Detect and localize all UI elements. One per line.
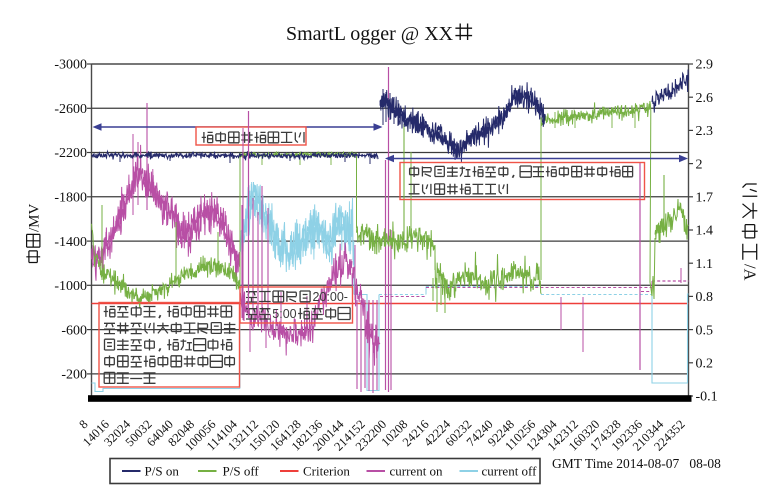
svg-text:current off: current off: [482, 464, 538, 479]
svg-text:2: 2: [696, 157, 703, 172]
svg-text:-600: -600: [61, 323, 87, 338]
svg-text:-1000: -1000: [54, 279, 87, 294]
svg-text:-0.1: -0.1: [696, 390, 718, 405]
svg-text:-200: -200: [61, 368, 87, 383]
svg-text:2.6: 2.6: [696, 91, 714, 106]
svg-text:2.3: 2.3: [696, 124, 714, 139]
svg-text:P/S on: P/S on: [145, 464, 180, 479]
svg-text:/A: /A: [741, 264, 760, 281]
svg-text:0.2: 0.2: [696, 357, 714, 372]
svg-text:20:00-: 20:00-: [313, 290, 348, 304]
svg-text:SmartL ogger @ XX: SmartL ogger @ XX: [286, 23, 454, 45]
svg-text:5:00: 5:00: [272, 307, 296, 321]
svg-text:P/S off: P/S off: [223, 464, 260, 479]
svg-text:0.8: 0.8: [696, 290, 714, 305]
svg-text:Criterion: Criterion: [303, 464, 350, 479]
svg-text:GMT Time 2014-08-07 08-08: GMT Time 2014-08-07 08-08: [552, 456, 721, 471]
svg-text:-3000: -3000: [54, 58, 87, 73]
svg-text:-1800: -1800: [54, 191, 87, 206]
svg-text:1.4: 1.4: [696, 224, 714, 239]
svg-text:0.5: 0.5: [696, 323, 714, 338]
svg-text:-2600: -2600: [54, 102, 87, 117]
svg-text:/MV: /MV: [27, 203, 43, 232]
svg-text:1.1: 1.1: [696, 257, 714, 272]
svg-text:current on: current on: [390, 464, 444, 479]
svg-text:1.7: 1.7: [696, 191, 714, 206]
svg-text:2.9: 2.9: [696, 58, 714, 73]
svg-text:-2200: -2200: [54, 146, 87, 161]
svg-text:-1400: -1400: [54, 235, 87, 250]
